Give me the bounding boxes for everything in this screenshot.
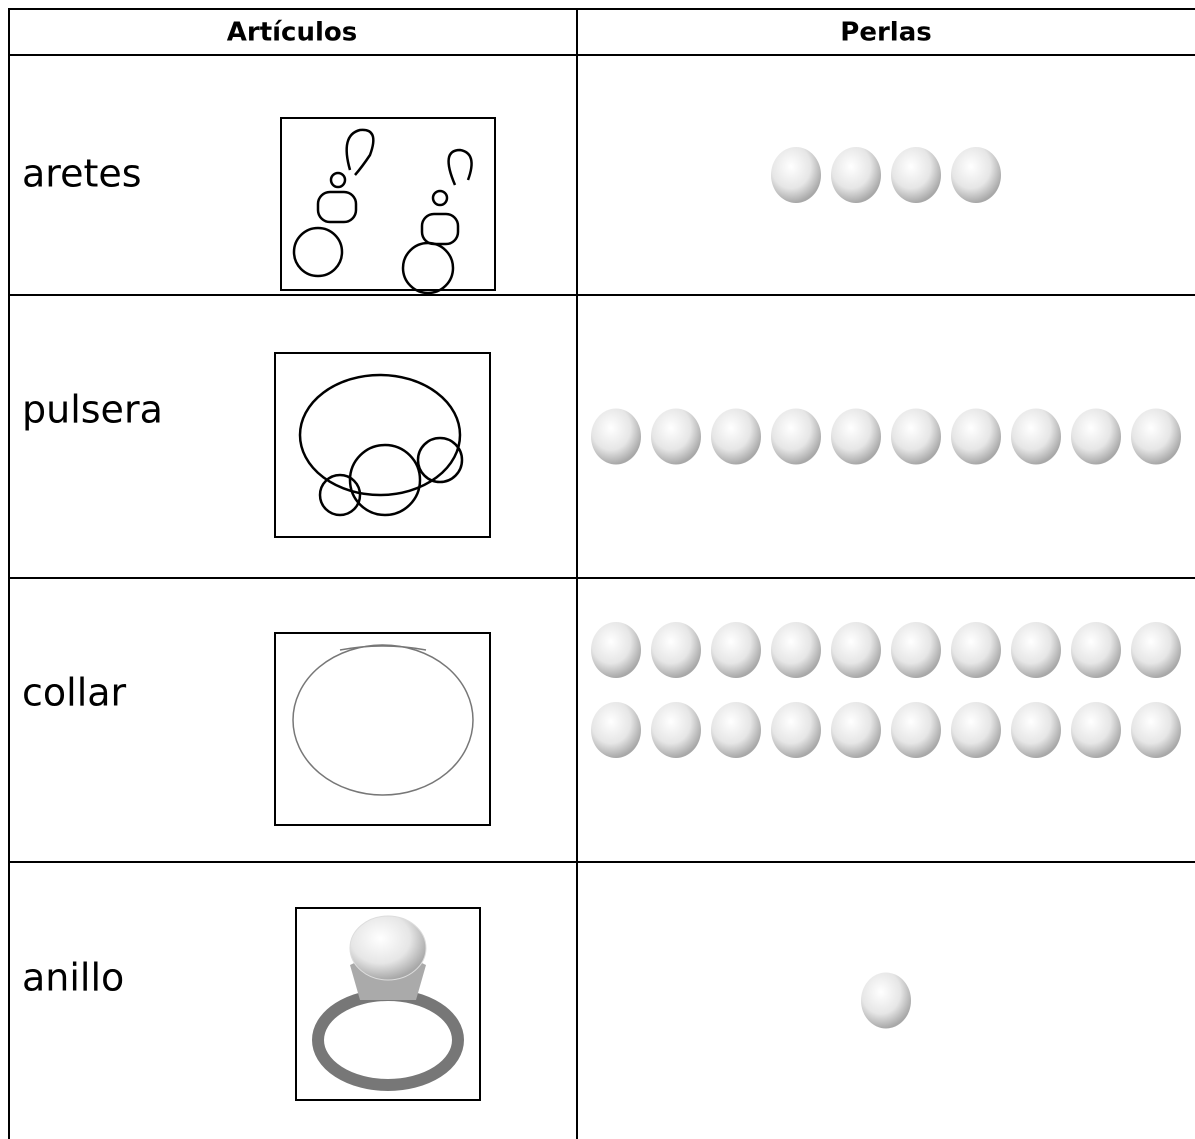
pearl <box>771 622 821 678</box>
pearl-area <box>591 147 1181 1029</box>
pearl <box>831 622 881 678</box>
pearl <box>711 408 761 465</box>
pearl <box>1011 408 1061 465</box>
item-name: aretes <box>22 152 142 196</box>
pearl <box>1131 702 1181 758</box>
pearl <box>1071 408 1121 465</box>
pearl <box>831 147 881 203</box>
pearl <box>591 622 641 678</box>
pearl <box>891 147 941 203</box>
pearl <box>831 702 881 758</box>
pearl <box>651 702 701 758</box>
item-name: pulsera <box>22 388 163 432</box>
pearl <box>651 408 701 465</box>
pearl <box>891 622 941 678</box>
pearl <box>891 408 941 465</box>
pearl <box>591 702 641 758</box>
bracelet-picture <box>274 352 491 538</box>
necklace-picture <box>274 632 491 826</box>
pearl <box>771 702 821 758</box>
table-grid <box>8 8 1195 1139</box>
pearl <box>1071 702 1121 758</box>
earrings-picture <box>280 117 496 295</box>
item-name: collar <box>22 671 127 715</box>
pearl <box>1131 622 1181 678</box>
pearl <box>771 147 821 203</box>
pearl <box>1071 622 1121 678</box>
pearl <box>591 408 641 465</box>
pearl <box>951 622 1001 678</box>
column-header: Perlas <box>840 18 931 48</box>
pearl <box>831 408 881 465</box>
ring-picture <box>295 907 481 1101</box>
pearl <box>891 702 941 758</box>
pearl <box>951 408 1001 465</box>
pearl <box>1011 702 1061 758</box>
pearl <box>651 622 701 678</box>
pearl <box>951 702 1001 758</box>
item-name: anillo <box>22 956 124 1000</box>
pearl <box>951 147 1001 203</box>
pearl <box>1131 408 1181 465</box>
pearl <box>771 408 821 465</box>
column-header: Artículos <box>227 18 357 48</box>
pearl <box>861 972 911 1029</box>
pearl <box>1011 622 1061 678</box>
pearl <box>711 702 761 758</box>
pearl <box>711 622 761 678</box>
